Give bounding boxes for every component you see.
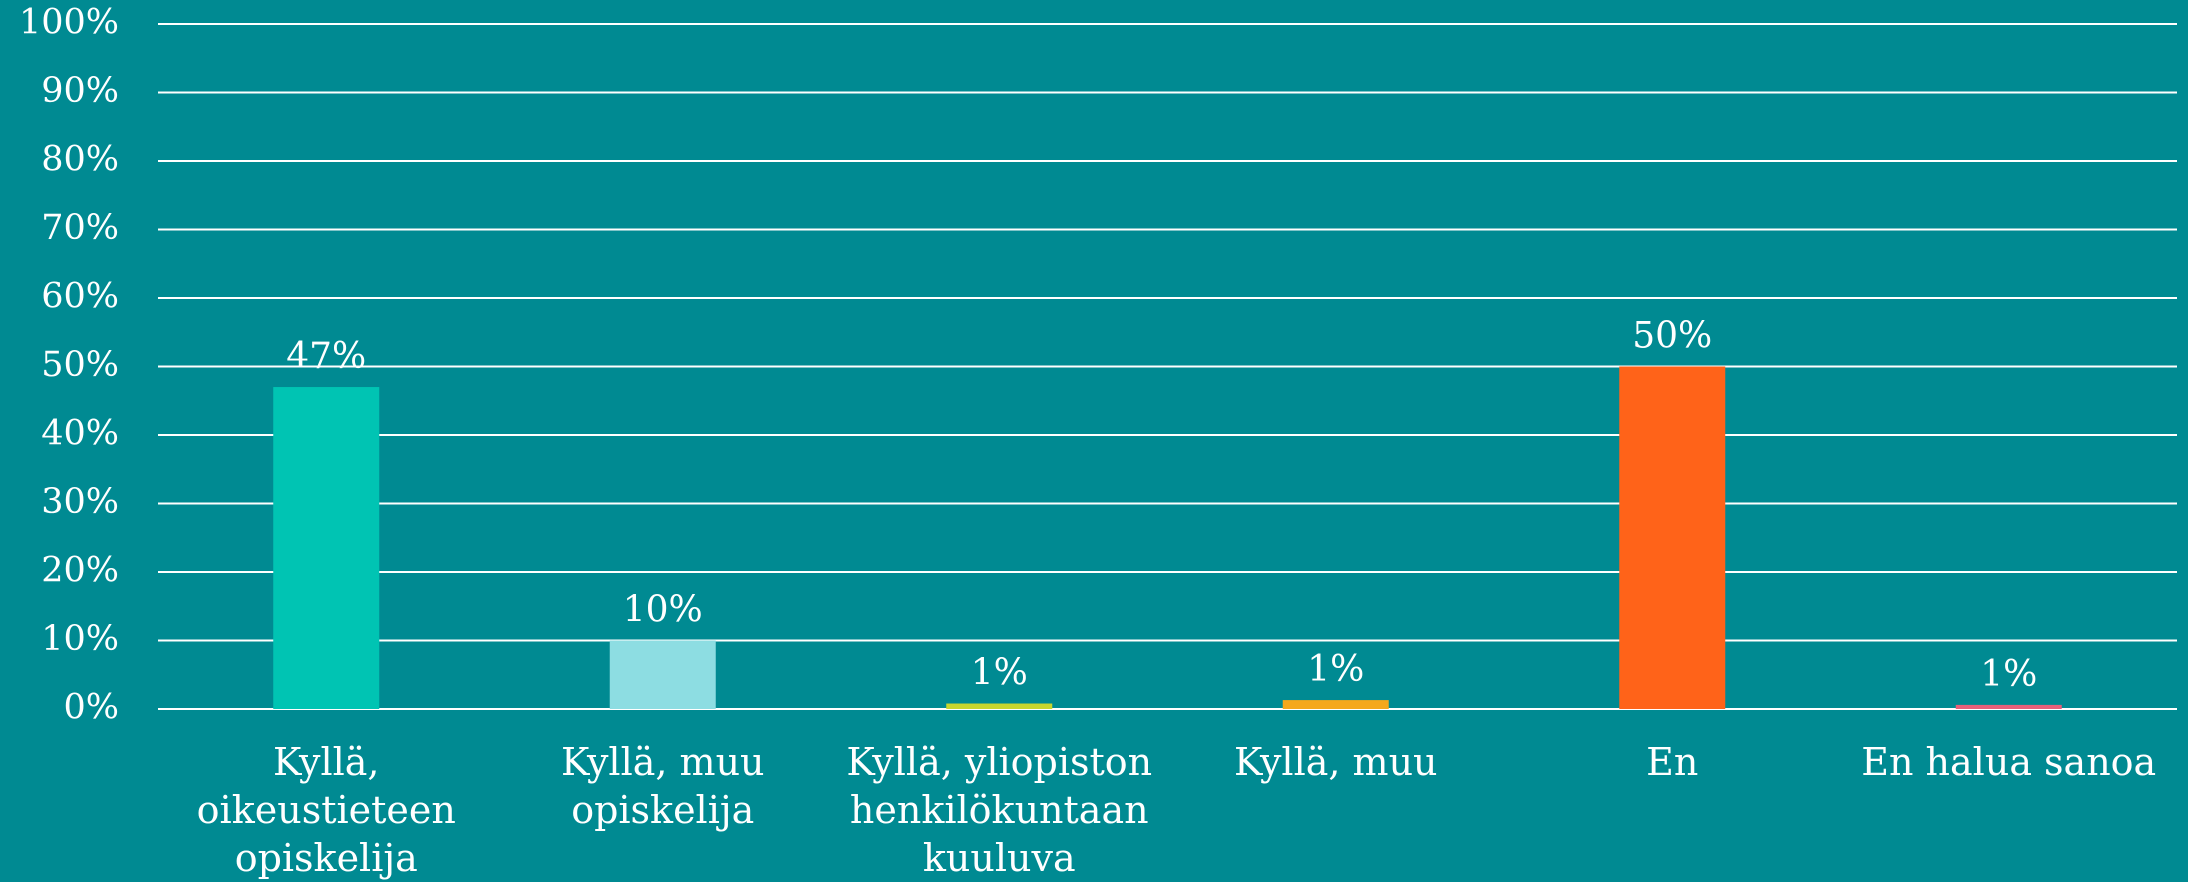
y-tick-label: 100% xyxy=(19,3,119,43)
data-label: 50% xyxy=(1632,316,1712,357)
data-label: 47% xyxy=(286,336,366,377)
bar xyxy=(1955,704,2062,709)
x-tick-label: En xyxy=(1646,740,1699,784)
y-tick-label: 0% xyxy=(63,688,119,728)
y-tick-label: 60% xyxy=(41,277,119,317)
bar xyxy=(273,387,380,709)
bar xyxy=(946,703,1053,709)
y-tick-label: 70% xyxy=(41,208,119,248)
y-tick-label: 20% xyxy=(41,551,119,591)
y-tick-label: 30% xyxy=(41,482,119,522)
x-tick-label: Kyllä, muu opiskelija xyxy=(560,740,765,832)
y-tick-label: 90% xyxy=(41,71,119,111)
x-tick-label: En halua sanoa xyxy=(1861,740,2157,784)
x-tick-label: Kyllä, muu xyxy=(1233,740,1438,784)
x-tick-label: Kyllä, oikeustieteen opiskelija xyxy=(196,740,456,880)
bar xyxy=(1282,700,1389,709)
y-tick-label: 40% xyxy=(41,414,119,454)
data-label: 1% xyxy=(1307,649,1364,690)
bar xyxy=(1619,366,1726,709)
y-tick-label: 50% xyxy=(41,345,119,385)
data-label: 10% xyxy=(623,590,703,631)
data-label: 1% xyxy=(971,653,1028,694)
y-tick-label: 10% xyxy=(41,619,119,659)
x-tick-label: Kyllä, yliopiston henkilökuntaan kuuluva xyxy=(846,740,1153,880)
y-tick-label: 80% xyxy=(41,140,119,180)
bar xyxy=(609,640,716,709)
data-label: 1% xyxy=(1980,654,2037,695)
